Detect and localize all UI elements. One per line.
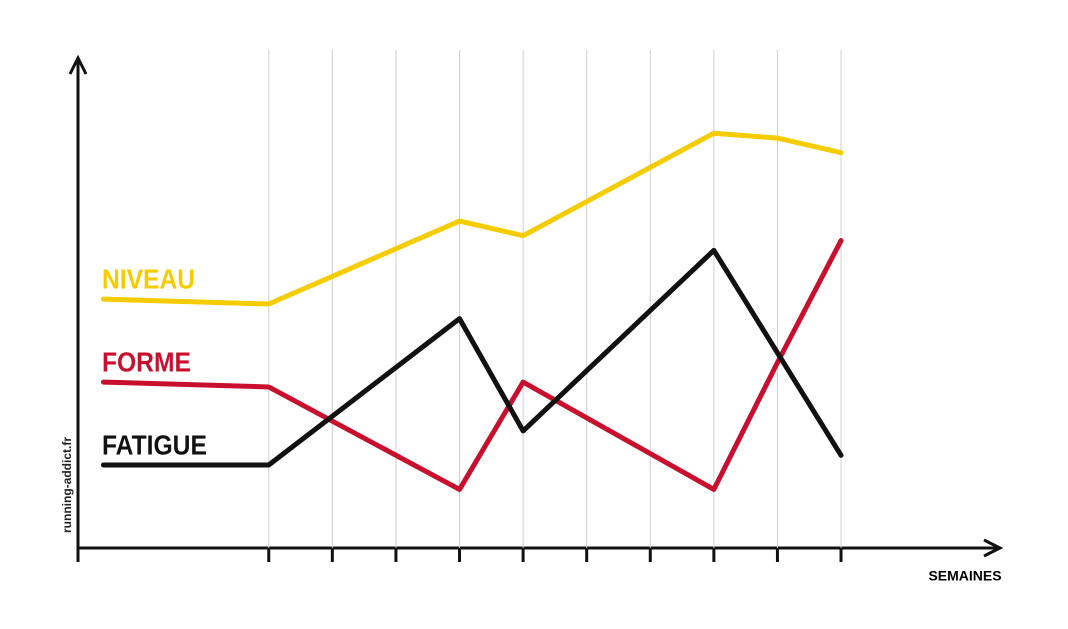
series-label: FORME	[102, 346, 191, 378]
y-axis-label: running-addict.fr	[60, 437, 74, 533]
x-axis-label: SEMAINES	[928, 568, 1001, 584]
series-label: FATIGUE	[102, 429, 207, 461]
x-axis-arrow	[983, 538, 1004, 558]
series-line	[100, 247, 844, 468]
y-axis-arrow	[68, 54, 88, 75]
series-label: NIVEAU	[102, 263, 195, 295]
series-line	[100, 238, 844, 492]
series-line	[100, 130, 844, 307]
